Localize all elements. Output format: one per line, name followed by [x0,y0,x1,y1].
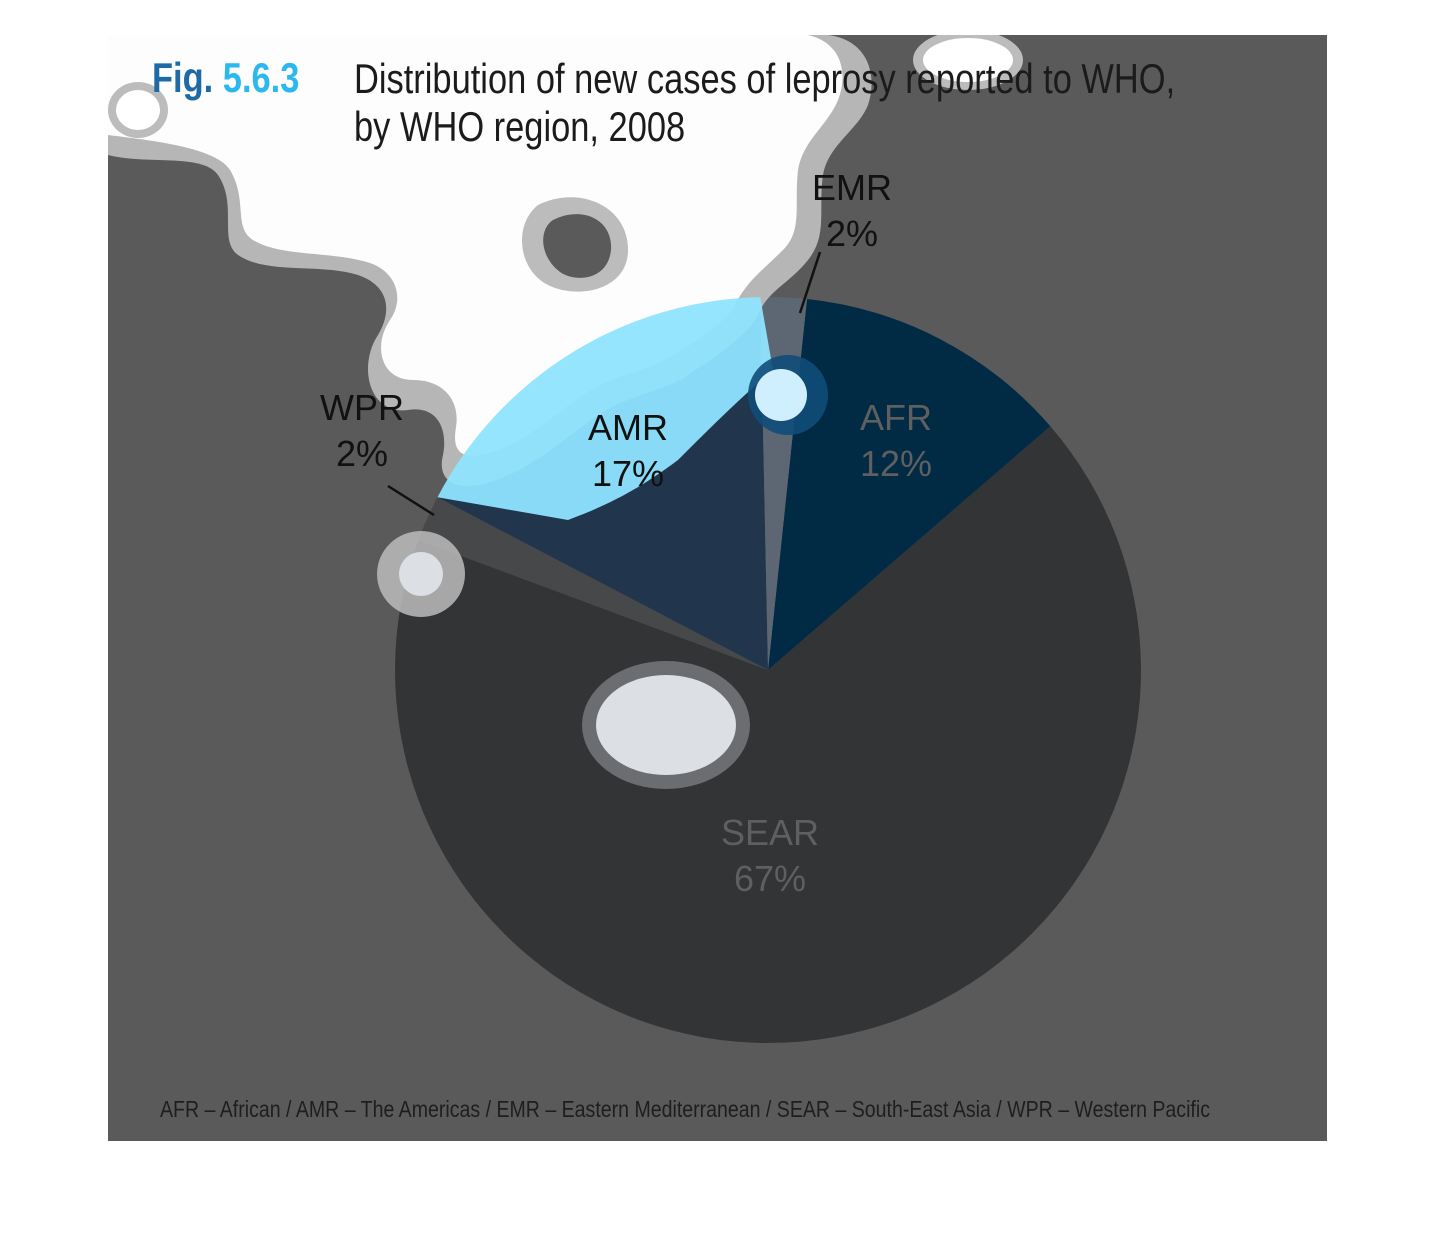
slice-label-wpr: WPR [320,387,404,428]
figure-number: 5.6.3 [222,54,300,101]
pie-slice-afr [768,299,1051,670]
slice-value-amr: 17% [592,453,664,494]
figure-panel: AFR 12% SEAR 67% WPR 2% AMR 17% EMR 2% AFR – Afri… [108,35,1327,1141]
pie-slice-sear [395,426,1142,1043]
slice-label-afr: AFR [860,397,932,438]
pie-slice-wpr [418,497,768,670]
figure-title-line1: Distribution of new cases of leprosy rep… [354,55,1176,102]
slice-labels: AFR 12% SEAR 67% WPR 2% AMR 17% EMR 2% [320,167,932,899]
slice-value-wpr: 2% [336,433,388,474]
footnote: AFR – African / AMR – The Americas / EMR… [160,1096,1210,1122]
amr-highlight [437,297,773,520]
slice-value-afr: 12% [860,443,932,484]
decorative-holes [377,355,828,789]
slice-label-sear: SEAR [721,812,819,853]
slice-label-amr: AMR [588,407,668,448]
slice-value-sear: 67% [734,858,806,899]
pie-chart: AFR 12% SEAR 67% WPR 2% AMR 17% EMR 2% [108,35,1142,1043]
pie-glow-overlay [437,297,773,520]
figure-prefix: Fig. [152,54,214,101]
slice-label-emr: EMR [812,167,892,208]
figure-title-line2: by WHO region, 2008 [354,103,686,150]
figure-label: Fig. 5.6.3 [152,55,299,101]
slice-value-emr: 2% [826,213,878,254]
leader-lines [387,251,822,517]
figure-title: Distribution of new cases of leprosy rep… [354,55,1256,151]
